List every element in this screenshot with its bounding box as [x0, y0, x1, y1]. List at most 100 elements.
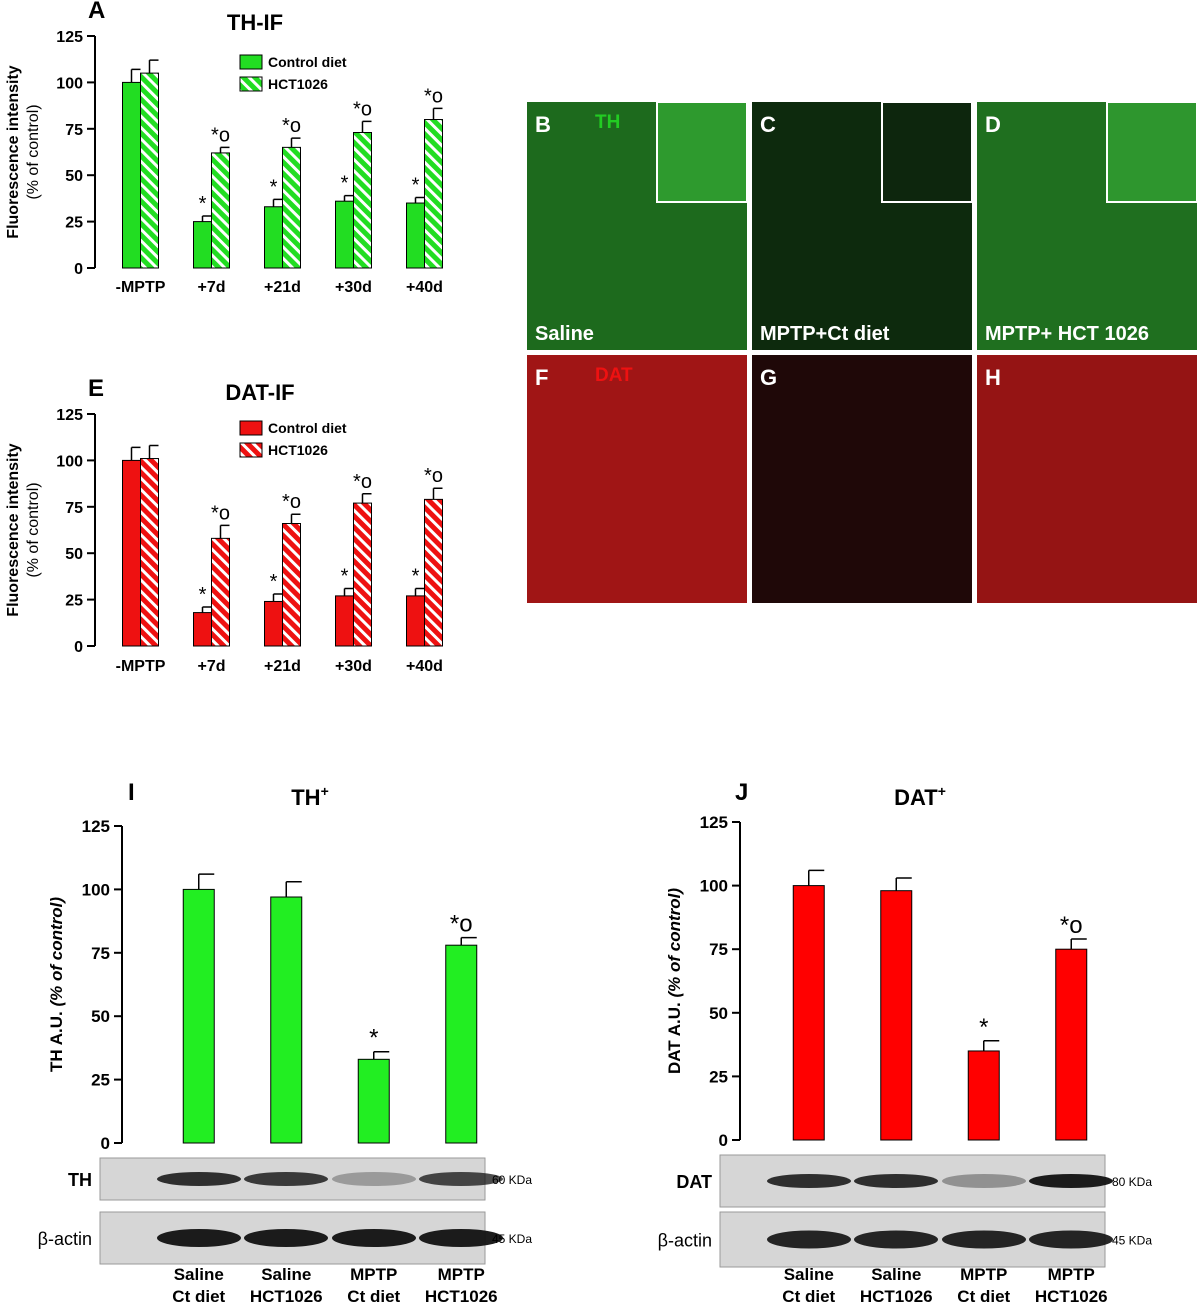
- bar: [282, 146, 301, 269]
- text-span: DAT: [894, 785, 938, 810]
- bar: [193, 221, 212, 269]
- significance-mark: *o: [424, 465, 443, 487]
- y-tick-label: 0: [74, 261, 83, 278]
- y-tick-label: 0: [74, 639, 83, 656]
- x-tick-label: +7d: [197, 279, 225, 296]
- blot-label: β-actin: [38, 1229, 92, 1249]
- blot-band: [419, 1172, 503, 1186]
- blot-band: [157, 1172, 241, 1186]
- x-tick-label: Ct diet: [957, 1287, 1010, 1306]
- panel-label: H: [985, 365, 1001, 390]
- bar: [193, 612, 212, 647]
- y-tick-label: 75: [709, 940, 728, 959]
- error-bar: [1070, 938, 1087, 950]
- error-bar: [361, 120, 372, 133]
- significance-mark: *o: [211, 124, 230, 146]
- bar: [357, 1058, 390, 1144]
- error-bar: [432, 107, 443, 120]
- x-tick-label: +30d: [335, 279, 372, 296]
- blot-band: [1029, 1174, 1113, 1188]
- bar: [792, 885, 825, 1141]
- blot-band: [942, 1230, 1026, 1249]
- micrograph-inset: [656, 101, 748, 203]
- panel-label: A: [88, 0, 105, 24]
- blot-band: [767, 1174, 851, 1188]
- stain-label: DAT: [595, 365, 633, 386]
- x-tick-label: MPTP: [1048, 1265, 1095, 1284]
- x-tick-label: Saline: [174, 1265, 224, 1284]
- bar: [270, 896, 303, 1144]
- blot-band: [419, 1229, 503, 1247]
- x-tick-label: HCT1026: [1035, 1287, 1108, 1306]
- error-bar: [414, 587, 425, 596]
- panel-label: B: [535, 112, 551, 137]
- bar: [282, 523, 301, 647]
- error-bar: [290, 513, 301, 524]
- micrograph-inset: [1106, 101, 1198, 203]
- y-tick-label: 25: [65, 593, 83, 610]
- error-bar: [201, 606, 212, 613]
- micrograph: [752, 355, 972, 603]
- text-span: (% of control): [47, 897, 66, 1007]
- error-bar: [148, 59, 159, 74]
- x-tick-label: -MPTP: [116, 658, 166, 675]
- text-span: TH: [291, 785, 320, 810]
- panel-label: C: [760, 112, 776, 137]
- blot-band: [854, 1174, 938, 1188]
- significance-mark: *o: [1060, 912, 1083, 939]
- y-tick-label: 125: [82, 817, 110, 836]
- chart-title: DAT-IF: [225, 380, 294, 405]
- bar: [140, 458, 159, 647]
- bar: [424, 119, 443, 269]
- significance-mark: *: [341, 565, 349, 587]
- y-tick-label: 100: [56, 453, 83, 470]
- error-bar: [414, 196, 425, 204]
- x-tick-label: HCT1026: [250, 1287, 323, 1306]
- bar: [122, 459, 141, 647]
- y-axis-label: TH A.U. (% of control): [47, 897, 66, 1072]
- blot-size: 60 KDa: [492, 1173, 532, 1187]
- x-tick-label: +40d: [406, 658, 443, 675]
- y-axis-label: DAT A.U. (% of control): [665, 888, 684, 1074]
- error-bar: [808, 869, 825, 886]
- y-tick-label: 100: [700, 877, 728, 896]
- y-tick-label: 25: [65, 215, 83, 232]
- x-tick-label: HCT1026: [860, 1287, 933, 1306]
- error-bar: [290, 137, 301, 148]
- bar: [353, 502, 372, 647]
- panel-label: I: [128, 779, 135, 806]
- text-span: DAT-IF: [225, 380, 294, 405]
- legend-label: HCT1026: [268, 442, 328, 458]
- error-bar: [343, 587, 354, 596]
- error-bar: [272, 198, 283, 207]
- significance-mark: *o: [211, 502, 230, 524]
- y-axis-label: Fluorescence intensity (% of control): [5, 443, 42, 616]
- bar: [967, 1050, 1000, 1141]
- blot-band: [157, 1229, 241, 1247]
- micrograph-inset: [881, 101, 973, 203]
- x-tick-label: +21d: [264, 658, 301, 675]
- y-tick-label: 25: [709, 1067, 728, 1086]
- y-tick-label: 50: [91, 1007, 110, 1026]
- y-tick-label: 25: [91, 1071, 110, 1090]
- x-tick-label: Ct diet: [347, 1287, 400, 1306]
- error-bar: [130, 446, 141, 461]
- bar: [445, 944, 478, 1144]
- error-bar: [895, 877, 912, 891]
- y-tick-label: 125: [56, 407, 83, 424]
- legend-swatch: [239, 54, 263, 70]
- legend-label: Control diet: [268, 420, 347, 436]
- blot-band: [942, 1174, 1026, 1188]
- x-tick-label: +21d: [264, 279, 301, 296]
- bar: [335, 595, 354, 647]
- y-tick-label: 50: [65, 168, 83, 185]
- bar: [406, 595, 425, 647]
- significance-mark: *: [979, 1014, 988, 1041]
- x-tick-label: MPTP: [438, 1265, 485, 1284]
- significance-mark: *: [341, 173, 349, 195]
- micrograph-caption: MPTP+ HCT 1026: [985, 323, 1149, 345]
- panel-label: J: [735, 779, 748, 806]
- bar: [353, 132, 372, 269]
- blot-size: 80 KDa: [1112, 1175, 1152, 1189]
- text-span: (% of control): [25, 104, 42, 199]
